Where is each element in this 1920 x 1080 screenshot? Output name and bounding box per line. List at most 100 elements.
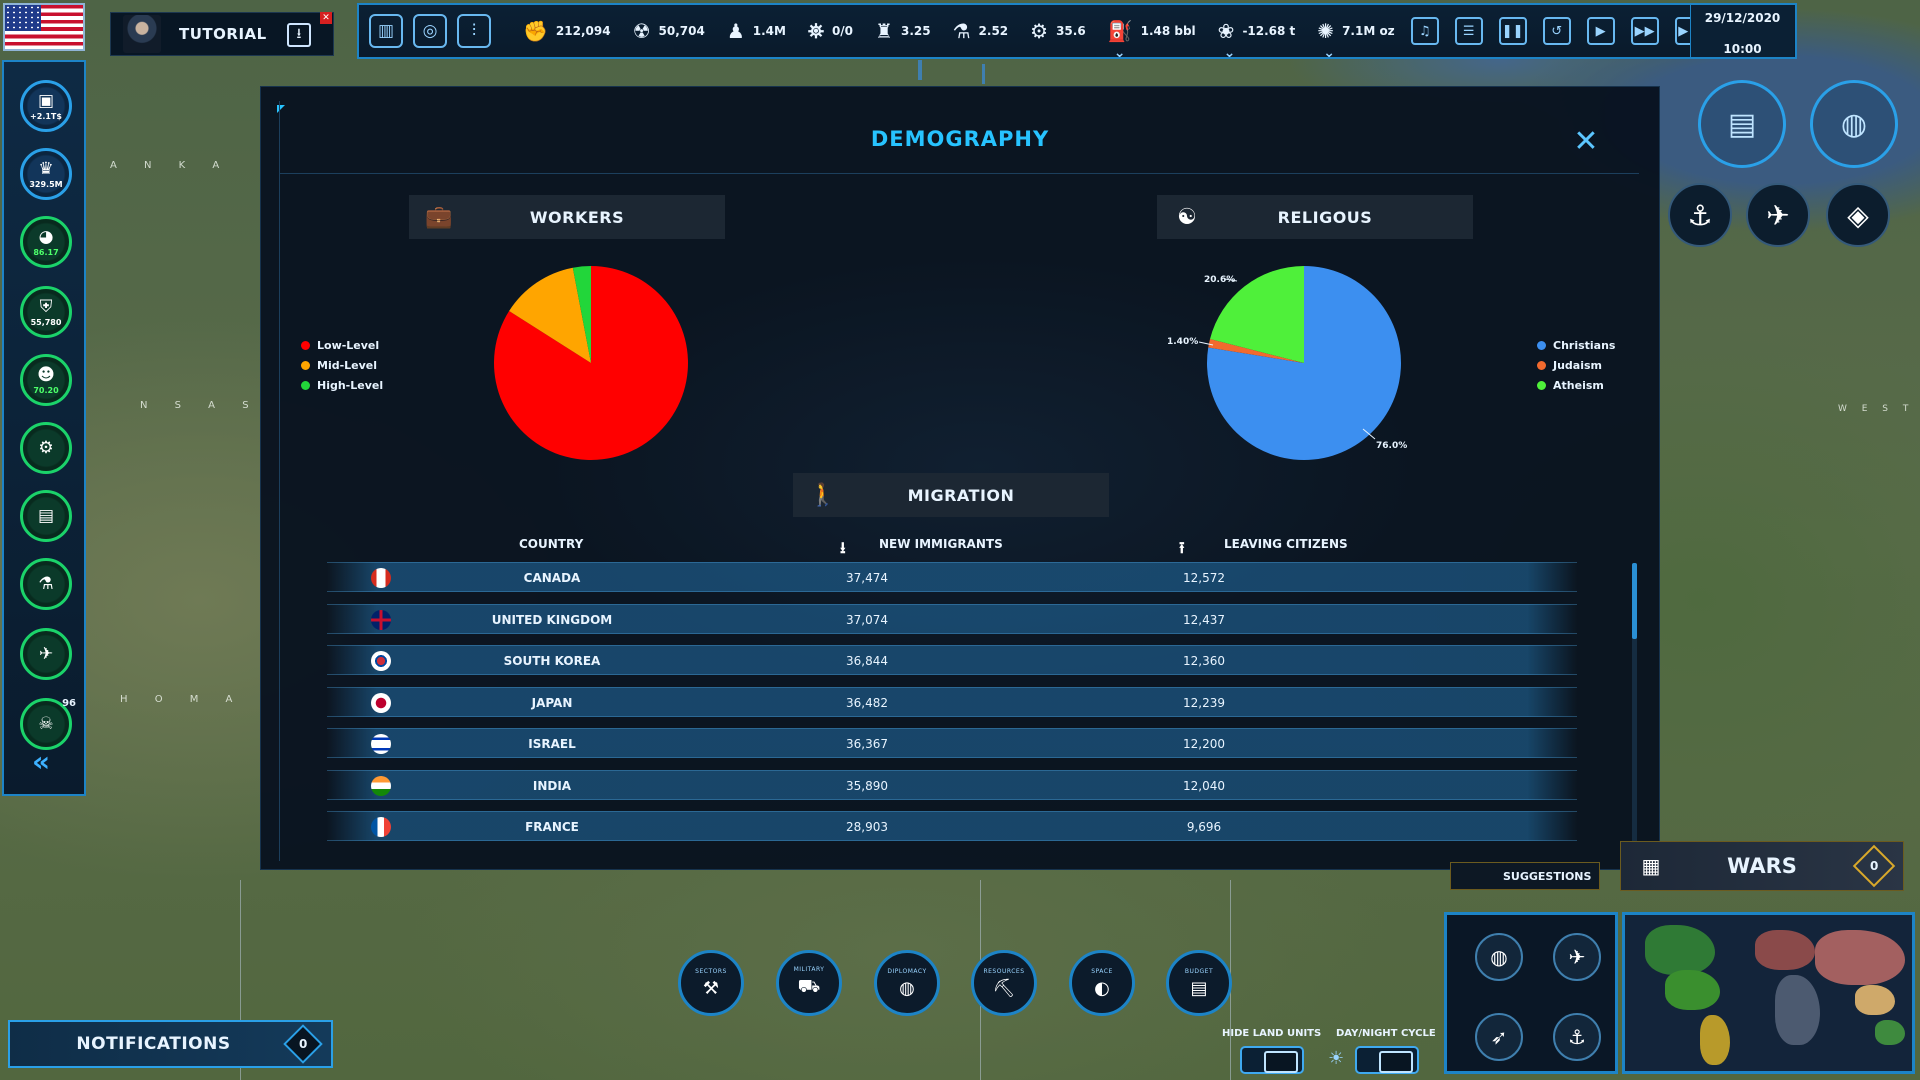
category-label: MILITARY	[793, 966, 825, 973]
column-header-country[interactable]: COUNTRY	[519, 537, 584, 551]
sidebar-item-settings[interactable]: ⚙	[20, 422, 72, 474]
sidebar-item-budget[interactable]: ▣ +2.1T$	[20, 80, 72, 132]
leaving-citizens-value: 12,200	[1183, 737, 1225, 751]
table-row[interactable]: UNITED KINGDOM 37,074 12,437	[327, 603, 1577, 634]
terrain-button[interactable]: ◈	[1826, 183, 1890, 247]
sliders-button[interactable]: ⫶	[457, 14, 491, 48]
sidebar-item-approval[interactable]: ☻ 70.20	[20, 354, 72, 406]
sidebar-item-population[interactable]: ♛ 329.5M	[20, 148, 72, 200]
slice-leader-lines	[1198, 278, 1376, 440]
pie-slice-high-level	[572, 266, 591, 363]
hide-land-units-toggle[interactable]	[1240, 1046, 1304, 1074]
minimap[interactable]	[1622, 912, 1915, 1074]
nuclear-icon: ☢	[632, 19, 651, 43]
jet-icon: ✈	[1568, 945, 1586, 969]
close-icon[interactable]: ✕	[320, 12, 332, 24]
sort-up-icon[interactable]: ⭱	[1179, 538, 1185, 557]
sort-down-icon[interactable]: ⭳	[840, 538, 846, 557]
download-icon[interactable]: ⭳	[287, 23, 311, 47]
category-diplomacy-button[interactable]: DIPLOMACY ◍	[874, 950, 940, 1016]
resource-value: 212,094	[555, 24, 611, 38]
flag-korea-icon	[371, 651, 391, 671]
globe-view-button[interactable]: ◍	[1810, 80, 1898, 168]
play-button[interactable]: ▶	[1586, 17, 1615, 45]
workers-header: 💼 WORKERS	[409, 195, 725, 239]
column-header-leaving-citizens[interactable]: LEAVING CITIZENS	[1224, 537, 1348, 551]
close-modal-button[interactable]: ✕	[1571, 127, 1601, 159]
resource-factory[interactable]: ♜ 3.25	[875, 19, 931, 43]
wars-panel[interactable]: ▦ WARS 0	[1620, 841, 1904, 891]
naval-layer-button[interactable]: ⚓	[1553, 1013, 1601, 1061]
category-space-button[interactable]: SPACE ◐	[1069, 950, 1135, 1016]
pause-button[interactable]: ❚❚	[1498, 17, 1527, 45]
map-controls-panel: ◍ ✈ ➶ ⚓	[1444, 912, 1618, 1074]
table-row[interactable]: FRANCE 28,903 9,696	[327, 811, 1577, 841]
suggestions-button[interactable]: SUGGESTIONS	[1450, 862, 1600, 890]
sidebar-item-research[interactable]: ⚗	[20, 558, 72, 610]
resource-nuclear[interactable]: ☢ 50,704	[633, 19, 705, 43]
resource-gold[interactable]: ✺ 7.1M oz	[1317, 19, 1394, 61]
legend-item: Christians	[1537, 335, 1615, 355]
globe-icon: ◍	[1490, 945, 1508, 969]
leaving-citizens-value: 12,360	[1183, 654, 1225, 668]
music-button[interactable]: ♫	[1410, 17, 1439, 45]
history-button[interactable]: ↺	[1542, 17, 1571, 45]
resource-oil[interactable]: ⛽ 1.48 bbl	[1107, 19, 1196, 61]
missile-layer-button[interactable]: ➶	[1475, 1013, 1523, 1061]
table-row[interactable]: SOUTH KOREA 36,844 12,360	[327, 645, 1577, 675]
day-night-toggle[interactable]	[1355, 1046, 1419, 1074]
table-row[interactable]: INDIA 35,890 12,040	[327, 769, 1577, 800]
table-row[interactable]: JAPAN 36,482 12,239	[327, 686, 1577, 717]
naval-button[interactable]: ⚓	[1668, 183, 1732, 247]
tutorial-panel[interactable]: TUTORIAL ⭳ ✕	[110, 12, 334, 56]
sidebar-item-warheads[interactable]: ☠	[20, 698, 72, 750]
country-name: CANADA	[523, 571, 581, 585]
table-row[interactable]: CANADA 37,474 12,572	[327, 562, 1577, 592]
resource-fist[interactable]: ✊ 212,094	[523, 19, 611, 43]
country-flag-usa[interactable]	[3, 3, 85, 51]
air-layer-button[interactable]: ✈	[1553, 933, 1601, 981]
country-name: JAPAN	[531, 695, 573, 710]
modal-title: DEMOGRAPHY	[870, 127, 1050, 151]
sidebar-item-documents[interactable]: ▤	[20, 490, 72, 542]
map-layer-button[interactable]: ◍	[1475, 933, 1523, 981]
documents-icon: ▤	[37, 506, 55, 526]
sidebar-item-aviation[interactable]: ✈	[20, 628, 72, 680]
column-header-new-immigrants[interactable]: NEW IMMIGRANTS	[879, 537, 1003, 551]
category-sectors-button[interactable]: SECTORS ⚒	[678, 950, 744, 1016]
sidebar-item-world[interactable]: ◕ 86.17	[20, 216, 72, 268]
table-row[interactable]: ISRAEL 36,367 12,200	[327, 728, 1577, 758]
resource-grain[interactable]: ❀ -12.68 t	[1218, 19, 1296, 61]
space-icon: ◐	[1094, 977, 1110, 999]
collapse-sidebar-icon[interactable]: «	[32, 745, 51, 778]
oil-icon: ⛽	[1107, 19, 1133, 43]
category-resources-button[interactable]: RESOURCES ⛏	[971, 950, 1037, 1016]
notifications-panel[interactable]: NOTIFICATIONS 0	[8, 1020, 333, 1068]
advisor-avatar	[123, 15, 161, 53]
country-name: UNITED KINGDOM	[491, 612, 613, 627]
gear-resource-icon: ⚙	[1030, 19, 1049, 43]
map-region-label: N S A S	[140, 400, 261, 411]
stats-button[interactable]: ▥	[369, 14, 403, 48]
sidebar-item-security[interactable]: ⛨ 55,780	[20, 286, 72, 338]
air-button[interactable]: ✈	[1746, 183, 1810, 247]
category-military-button[interactable]: MILITARY ⛟	[776, 950, 842, 1016]
new-immigrants-value: 36,367	[846, 737, 888, 751]
resource-satellite[interactable]: ⛯ 0/0	[808, 19, 853, 43]
resource-flask[interactable]: ⚗ 2.52	[953, 19, 1009, 43]
resource-gear-resource[interactable]: ⚙ 35.6	[1030, 19, 1086, 43]
scrollbar-thumb[interactable]	[1632, 563, 1637, 639]
log-button[interactable]: ☰	[1454, 17, 1483, 45]
factory-icon: ♜	[875, 19, 893, 43]
scrollbar-track[interactable]	[1632, 563, 1637, 853]
resource-soldier[interactable]: ♟ 1.4M	[727, 19, 786, 43]
day-night-cycle-label: DAY/NIGHT CYCLE	[1336, 1028, 1436, 1039]
migrant-icon: 🚶	[809, 482, 837, 508]
world-button[interactable]: ◎	[413, 14, 447, 48]
category-budget-button[interactable]: BUDGET ▤	[1166, 950, 1232, 1016]
globe-icon: ◍	[1840, 106, 1868, 142]
news-button[interactable]: ▤	[1698, 80, 1786, 168]
settings-icon: ⚙	[38, 438, 54, 458]
approval-icon: ☻	[37, 364, 55, 385]
fast-forward-button[interactable]: ▶▶	[1630, 17, 1659, 45]
